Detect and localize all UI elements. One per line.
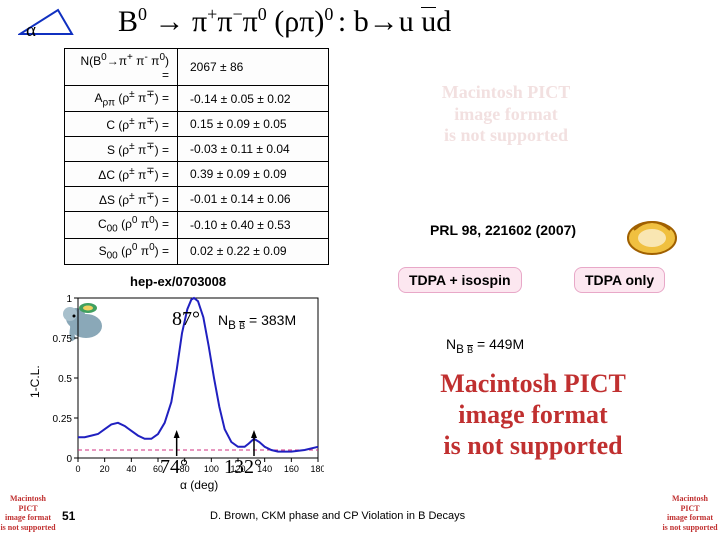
svg-text:0.75: 0.75 (53, 334, 73, 345)
chart-ylabel: 1-C.L. (28, 365, 42, 398)
hep-reference: hep-ex/0703008 (130, 274, 226, 289)
table-row: Aρπ (ρ± π∓) =-0.14 ± 0.05 ± 0.02 (65, 86, 329, 112)
table-row: C (ρ± π∓) =0.15 ± 0.09 ± 0.05 (65, 112, 329, 137)
svg-text:1: 1 (66, 294, 72, 305)
angle-74: 74° (160, 456, 188, 479)
row-value: 0.02 ± 0.22 ± 0.09 (178, 238, 329, 264)
svg-text:180: 180 (310, 464, 324, 474)
angle-132: 132° (224, 456, 262, 479)
row-label: N(B0→π+ π- π0) = (65, 49, 178, 86)
table-row: S (ρ± π∓) =-0.03 ± 0.11 ± 0.04 (65, 137, 329, 162)
svg-text:0: 0 (66, 454, 72, 465)
table-row: ΔC (ρ± π∓) =0.39 ± 0.09 ± 0.09 (65, 162, 329, 187)
svg-text:20: 20 (100, 464, 110, 474)
row-label: ΔC (ρ± π∓) = (65, 162, 178, 187)
page-number: 51 (62, 509, 75, 523)
chart-xlabel: α (deg) (180, 478, 218, 492)
footer-text: D. Brown, CKM phase and CP Violation in … (210, 510, 465, 522)
row-label: S (ρ± π∓) = (65, 137, 178, 162)
svg-text:0.5: 0.5 (58, 374, 72, 385)
table-row: S00 (ρ0 π0) =0.02 ± 0.22 ± 0.09 (65, 238, 329, 264)
svg-text:40: 40 (126, 464, 136, 474)
pict-error-main: Macintosh PICTimage formatis not support… (388, 368, 678, 462)
table-row: ΔS (ρ± π∓) =-0.01 ± 0.14 ± 0.06 (65, 187, 329, 212)
svg-text:160: 160 (284, 464, 299, 474)
table-row: N(B0→π+ π- π0) =2067 ± 86 (65, 49, 329, 86)
pict-error-top: Macintosh PICTimage formatis not support… (376, 82, 636, 147)
callout-tdpa-only: TDPA only (574, 267, 665, 293)
row-value: -0.10 ± 0.40 ± 0.53 (178, 212, 329, 238)
results-table: N(B0→π+ π- π0) =2067 ± 86Aρπ (ρ± π∓) =-0… (64, 48, 329, 265)
row-label: C (ρ± π∓) = (65, 112, 178, 137)
row-label: ΔS (ρ± π∓) = (65, 187, 178, 212)
row-value: -0.01 ± 0.14 ± 0.06 (178, 187, 329, 212)
svg-text:100: 100 (204, 464, 219, 474)
row-value: 0.39 ± 0.09 ± 0.09 (178, 162, 329, 187)
decay-title: B0 → π+π−π0 (ρπ)0 : b→u ud (118, 4, 451, 39)
babar-logo-icon (624, 210, 680, 258)
row-label: S00 (ρ0 π0) = (65, 238, 178, 264)
row-label: C00 (ρ0 π0) = (65, 212, 178, 238)
row-value: -0.14 ± 0.05 ± 0.02 (178, 86, 329, 112)
svg-text:0: 0 (75, 464, 80, 474)
row-value: 0.15 ± 0.09 ± 0.05 (178, 112, 329, 137)
angle-87: 87° (172, 308, 200, 331)
title-row: α B0 → π+π−π0 (ρπ)0 : b→u ud (0, 2, 720, 44)
table-row: C00 (ρ0 π0) =-0.10 ± 0.40 ± 0.53 (65, 212, 329, 238)
pict-error-br: Macintosh PICTimage formatis not support… (662, 494, 718, 532)
alpha-symbol: α (26, 20, 36, 42)
row-value: -0.03 ± 0.11 ± 0.04 (178, 137, 329, 162)
svg-text:0.25: 0.25 (53, 414, 73, 425)
row-label: Aρπ (ρ± π∓) = (65, 86, 178, 112)
pict-error-bl: Macintosh PICTimage formatis not support… (0, 494, 56, 532)
n-bbbar-right: NB B = 449M (446, 336, 524, 356)
row-value: 2067 ± 86 (178, 49, 329, 86)
n-bbbar-left: NB B = 383M (218, 312, 296, 332)
callout-tdpa-isospin: TDPA + isospin (398, 267, 522, 293)
prl-reference: PRL 98, 221602 (2007) (430, 222, 576, 238)
